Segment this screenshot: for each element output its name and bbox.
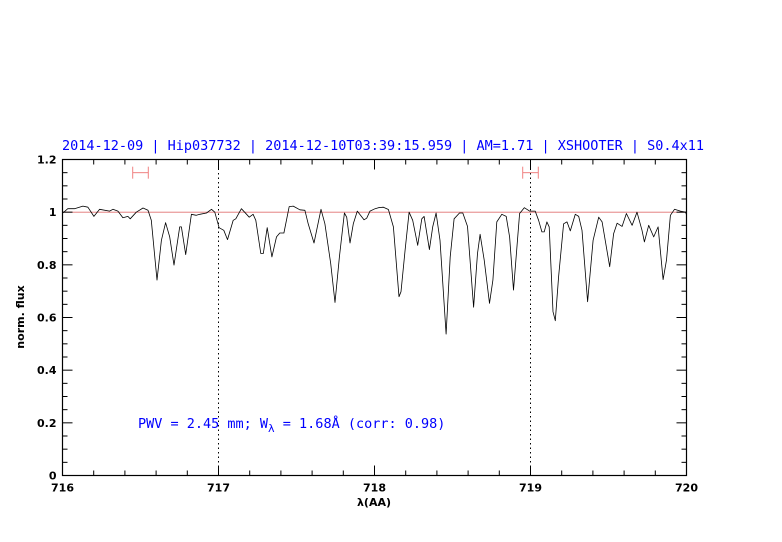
annotation-suffix: = 1.68Å (corr: 0.98) <box>275 415 446 432</box>
annotation-prefix: PWV = 2.45 mm; W <box>138 416 269 432</box>
y-tick-label: 0.6 <box>37 312 57 325</box>
y-tick-label: 1.2 <box>37 154 57 167</box>
y-axis-label: norm. flux <box>14 285 27 348</box>
y-tick-label: 1 <box>49 206 57 219</box>
error-bar <box>522 166 539 179</box>
x-tick-label: 716 <box>51 482 74 495</box>
x-tick-label: 718 <box>363 482 386 495</box>
y-tick-label: 0.4 <box>37 364 57 377</box>
chart-title: 2014-12-09 | Hip037732 | 2014-12-10T03:3… <box>62 138 704 154</box>
x-tick-label: 717 <box>207 482 230 495</box>
spectrum-line <box>62 205 687 335</box>
pwv-annotation: PWV = 2.45 mm; Wλ = 1.68Å (corr: 0.98) <box>138 415 445 435</box>
y-tick-label: 0.2 <box>37 417 57 430</box>
axes: 716 717 718 719 720 0 0.2 0.4 0.6 0.8 1 1.2 <box>37 154 698 495</box>
x-tick-label: 719 <box>519 482 542 495</box>
x-axis-label: λ(AA) <box>357 496 391 509</box>
error-bar <box>132 166 149 179</box>
y-tick-label: 0.8 <box>37 259 57 272</box>
reference-layer <box>62 159 687 476</box>
y-tick-label: 0 <box>49 470 57 483</box>
annotation-subscript: λ <box>268 422 275 435</box>
x-tick-label: 720 <box>675 482 698 495</box>
data-layer <box>62 205 687 335</box>
